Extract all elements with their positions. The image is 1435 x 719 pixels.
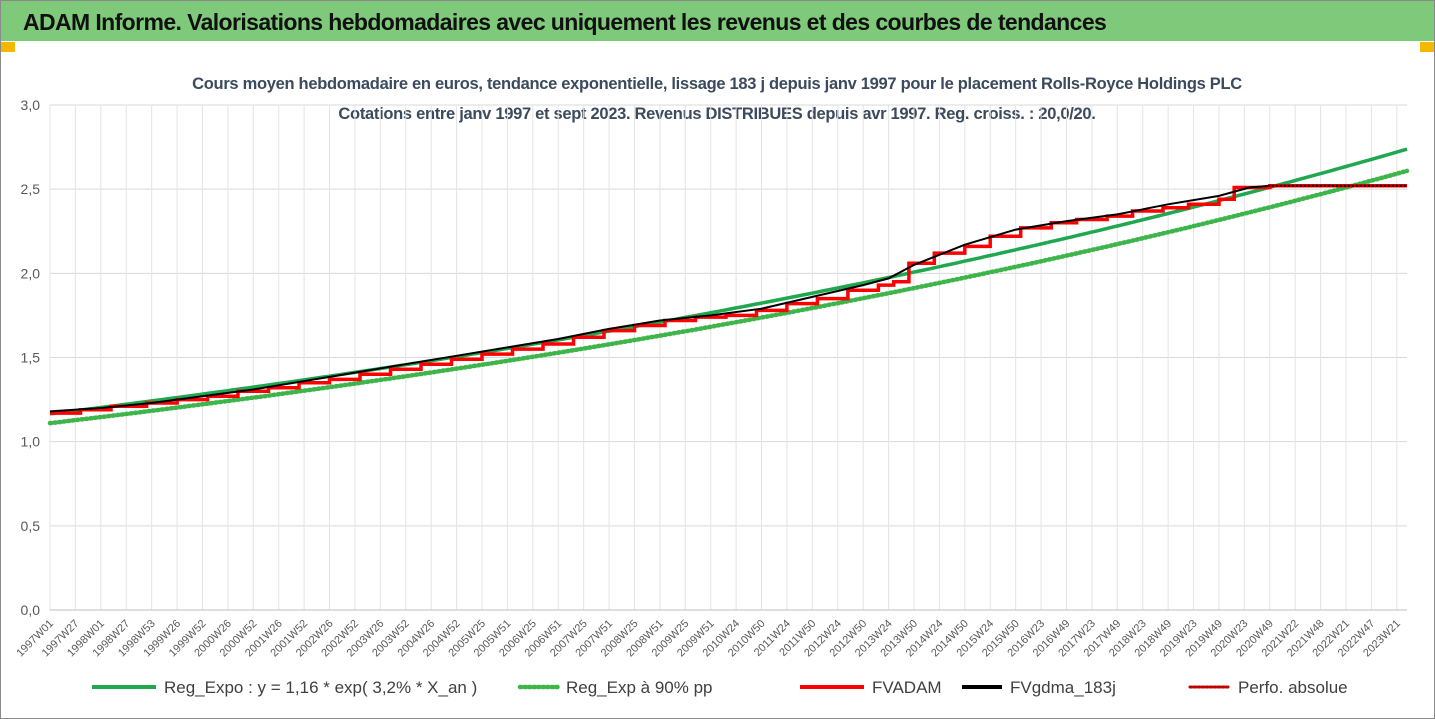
y-axis: 0,0 0,5 1,0 1,5 2,0 2,5 3,0: [21, 97, 41, 618]
grid: [49, 104, 1407, 611]
page-title: ADAM Informe. Valorisations hebdomadaire…: [23, 9, 1107, 35]
series-reg-expo-line: [49, 147, 1408, 416]
y-tick-label: 2,0: [21, 265, 41, 281]
series-fvgdma-line: [49, 184, 1407, 413]
y-tick-label: 3,0: [21, 97, 41, 113]
x-axis: 1997W011997W271998W011998W271998W531999W…: [14, 618, 1403, 660]
corner-marker-right: [1420, 42, 1434, 52]
series-fvadam-line: [50, 184, 1407, 415]
legend-label: Perfo. absolue: [1238, 678, 1348, 697]
legend-label: FVADAM: [872, 678, 942, 697]
corner-marker-left: [1, 42, 15, 52]
y-tick-label: 1,0: [21, 434, 41, 450]
y-tick-label: 2,5: [21, 181, 41, 197]
chart-subtitle: Cotations entre janv 1997 et sept 2023. …: [338, 105, 1095, 123]
legend-label: Reg_Exp à 90% pp: [566, 678, 713, 697]
legend-label: FVgdma_183j: [1010, 678, 1116, 697]
legend-label: Reg_Expo : y = 1,16 * exp( 3,2% * X_an ): [164, 678, 477, 697]
plot-area: [47, 147, 1410, 426]
y-tick-label: 0,0: [21, 602, 41, 618]
y-tick-label: 1,5: [21, 350, 41, 366]
header-banner: ADAM Informe. Valorisations hebdomadaire…: [1, 1, 1434, 41]
series-reg-exp-90-line: [47, 168, 1410, 426]
legend: Reg_Expo : y = 1,16 * exp( 3,2% * X_an )…: [92, 678, 1348, 697]
y-tick-label: 0,5: [21, 518, 41, 534]
chart-title: Cours moyen hebdomadaire en euros, tenda…: [192, 75, 1242, 93]
